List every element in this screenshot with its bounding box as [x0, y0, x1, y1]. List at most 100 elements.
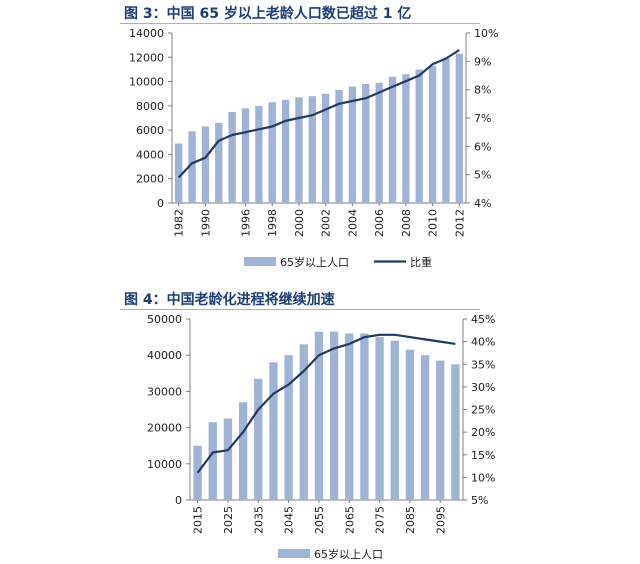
chart1-x-tick-label: 2008 — [400, 209, 413, 237]
chart1-bar — [415, 69, 423, 203]
chart2-bar — [451, 364, 460, 500]
chart1-y2-tick-label: 10% — [474, 27, 498, 40]
chart1-x-tick-label: 2012 — [453, 209, 466, 237]
chart2-x-tick-label: 2095 — [434, 506, 447, 534]
chart1-x-tick-label: 2002 — [320, 209, 333, 237]
chart2-y-tick-label: 20000 — [147, 422, 182, 435]
chart2-bar — [269, 362, 278, 500]
chart1-x-tick-label: 2006 — [373, 209, 386, 237]
chart1-title: 图 3：中国 65 岁以上老龄人口数已超过 1 亿 — [124, 6, 412, 22]
chart2-y-tick-label: 0 — [175, 494, 182, 507]
chart1-bar — [175, 143, 183, 203]
chart1-y2-tick-label: 9% — [474, 55, 491, 68]
chart2-bar — [254, 378, 263, 500]
chart1-y-tick-label: 2000 — [136, 173, 164, 186]
chart1-x-tick-label: 1990 — [199, 209, 212, 237]
chart2-bar — [436, 360, 445, 500]
chart2-y-tick-label: 40000 — [147, 349, 182, 362]
chart2-bar — [405, 349, 415, 500]
chart1-title-rule — [120, 23, 480, 24]
chart2-legend-bar-swatch — [278, 549, 310, 558]
chart1-x-tick-label: 1996 — [240, 209, 253, 237]
chart1-bar — [348, 86, 357, 203]
chart2-y2-tick-label: 35% — [471, 358, 495, 371]
chart2-y2-tick-label: 40% — [471, 336, 495, 349]
chart1-bar — [442, 58, 450, 203]
chart1-x-tick-label: 2004 — [346, 209, 359, 237]
chart1-bar — [322, 93, 330, 203]
chart2-y-tick-label: 30000 — [147, 385, 182, 398]
chart2-x-tick-label: 2045 — [283, 506, 296, 534]
chart1-bar — [255, 105, 263, 203]
chart2-bar — [238, 402, 248, 500]
chart2-x-tick-label: 2055 — [313, 506, 326, 534]
chart1-bar — [335, 90, 343, 203]
chart2-title-rule — [120, 309, 480, 310]
chart2-bar — [390, 340, 399, 500]
chart2-legend-label: 65岁以上人口 — [314, 547, 383, 561]
chart1-legend-label: 比重 — [410, 255, 432, 269]
chart1-bar — [308, 96, 316, 203]
chart1-series-line — [177, 49, 460, 179]
chart1-y-tick-label: 0 — [157, 197, 164, 210]
chart2-bar — [420, 355, 430, 500]
chart1-bar — [228, 111, 236, 203]
chart1-legend-bar-swatch — [244, 257, 276, 266]
chart2-bar — [345, 333, 354, 500]
chart1-bar — [268, 102, 276, 203]
chart1-y2-tick-label: 4% — [474, 197, 491, 210]
chart2-bar — [208, 422, 217, 500]
chart2-bar — [314, 331, 324, 500]
chart2-bar — [329, 331, 339, 500]
chart2-title: 图 4：中国老龄化进程将继续加速 — [124, 292, 335, 308]
chart2-y2-tick-label: 45% — [471, 313, 495, 326]
chart1-bar — [402, 74, 410, 204]
chart1-y-tick-label: 10000 — [129, 76, 164, 89]
chart1-svg: 0 2000 4000 6000 8000 10000 12000 14000 4% 5% 6% 7%… — [129, 27, 498, 269]
chart2-y2-tick-label: 5% — [471, 494, 488, 507]
chart1-bar — [188, 131, 196, 203]
chart2-x-tick-label: 2035 — [252, 506, 265, 534]
chart1-y-tick-label: 8000 — [136, 100, 164, 113]
chart1-y-tick-label: 12000 — [129, 51, 164, 64]
chart1-bar — [375, 82, 383, 203]
chart1-y2-tick-label: 6% — [474, 140, 491, 153]
chart2-bar — [193, 445, 202, 500]
chart1-bar — [201, 126, 210, 203]
chart1-bar — [295, 97, 303, 203]
chart2-bar — [299, 344, 308, 500]
chart1-x-tick-label: 1982 — [173, 209, 186, 237]
chart2-y2-tick-label: 15% — [471, 449, 495, 462]
chart1-x-tick-label: 1998 — [266, 209, 279, 237]
chart1-bar — [362, 84, 370, 203]
chart1-y-tick-label: 14000 — [129, 27, 164, 40]
chart1-x-tick-label: 2010 — [427, 209, 440, 237]
chart1-y-tick-label: 4000 — [136, 148, 164, 161]
chart2-x-tick-label: 2065 — [343, 506, 356, 534]
chart2-x-tick-label: 2075 — [374, 506, 387, 534]
chart1-bar — [455, 53, 463, 204]
chart2-bar — [360, 333, 369, 500]
chart1-y-tick-label: 6000 — [136, 124, 164, 137]
chart2-y2-tick-label: 10% — [471, 471, 495, 484]
chart2-y2-tick-label: 30% — [471, 381, 495, 394]
chart2-svg: 0 10000 20000 30000 40000 50000 5% 10% 15% 20% 25%… — [147, 313, 495, 561]
chart2-bar — [284, 355, 293, 500]
chart2-x-tick-label: 2015 — [192, 506, 205, 534]
chart1-bar — [428, 65, 437, 204]
chart1-bar — [215, 122, 223, 203]
chart1-bar — [281, 99, 290, 203]
chart2-series-line — [196, 333, 456, 474]
chart2-y-tick-label: 50000 — [147, 313, 182, 326]
chart1-bar — [388, 76, 397, 203]
chart2-x-tick-label: 2085 — [404, 506, 417, 534]
chart1-bar — [241, 108, 250, 203]
chart1-legend-label: 65岁以上人口 — [280, 255, 349, 269]
chart1-x-tick-label: 2000 — [293, 209, 306, 237]
chart2-bar — [375, 337, 384, 500]
chart1-y2-tick-label: 7% — [474, 112, 491, 125]
chart2-x-tick-label: 2025 — [222, 506, 235, 534]
chart1-y2-tick-label: 8% — [474, 84, 491, 97]
chart2-bar — [223, 418, 233, 500]
chart2-y2-tick-label: 25% — [471, 404, 495, 417]
